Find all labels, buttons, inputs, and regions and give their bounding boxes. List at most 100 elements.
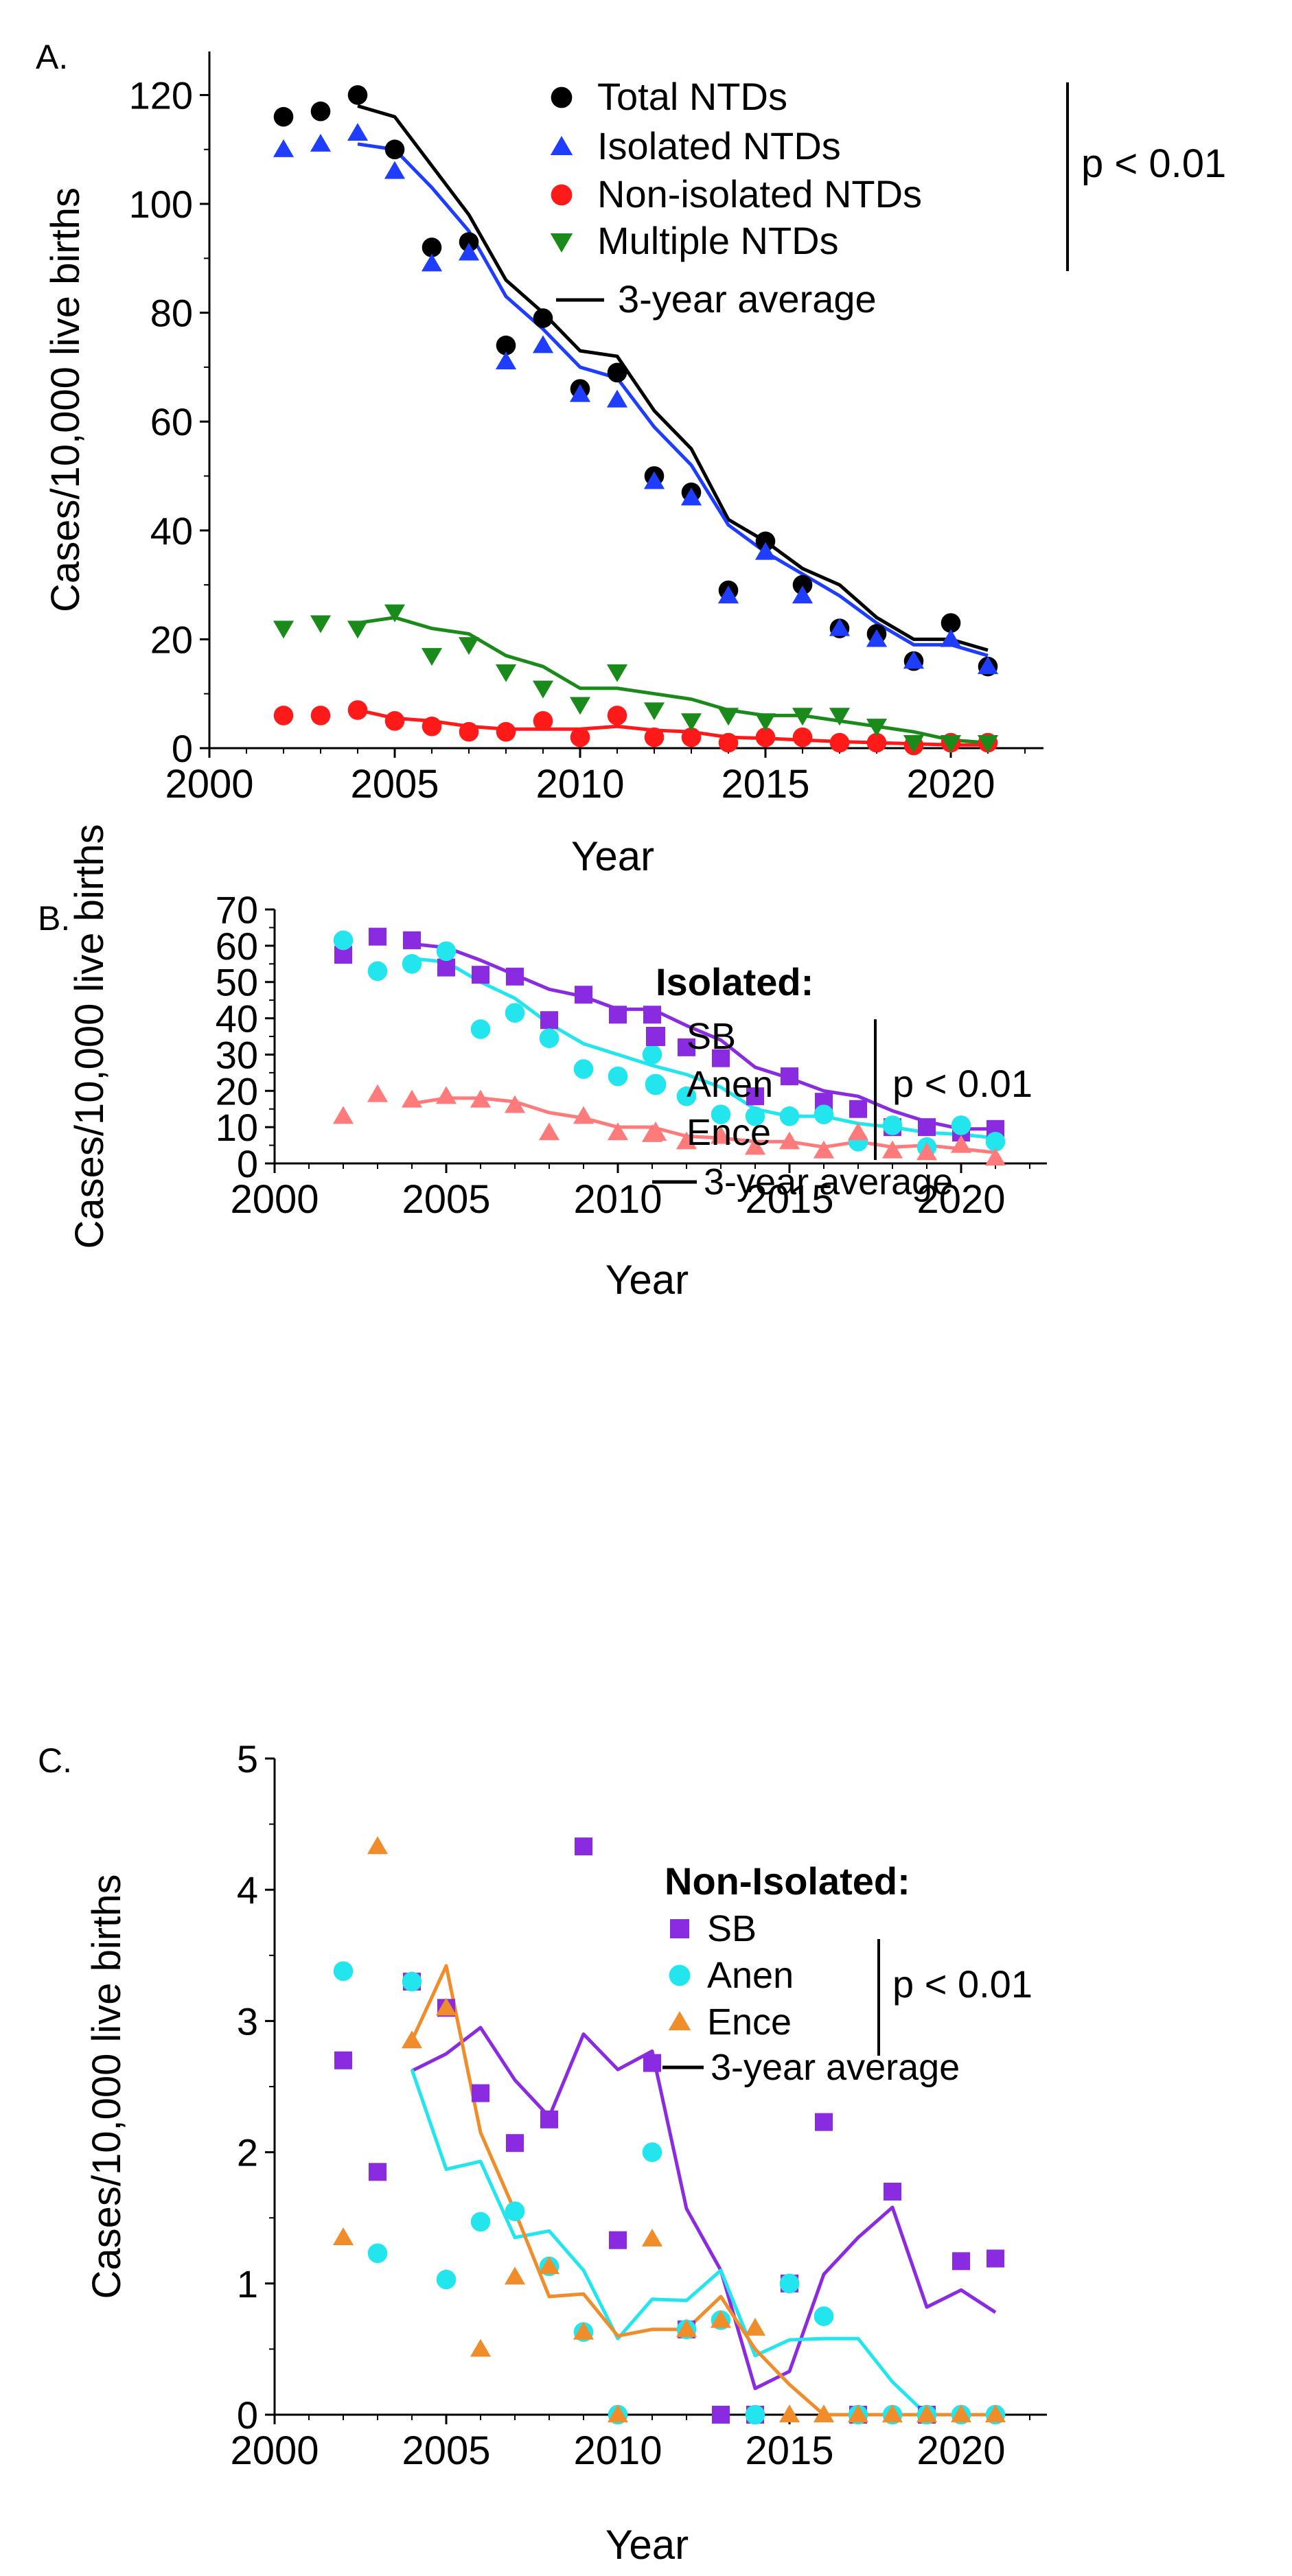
x-tick-label: 2000 [165,762,253,807]
data-point-sb [575,986,592,1004]
data-point-multiple-ntds [717,708,739,726]
data-point-ence [470,1089,492,1108]
data-point-ence [435,1997,457,2016]
data-point-sb [712,2406,730,2424]
legend-title: Non-Isolated: [665,1859,910,1903]
y-tick-label: 80 [150,292,193,335]
data-point-ence [710,2310,732,2328]
legend-entry-label: SB [707,1908,757,1949]
data-point-ence [641,2228,663,2247]
data-point-isolated-ntds [680,487,702,506]
data-point-isolated-ntds [829,618,851,636]
data-point-ence [607,2404,629,2423]
data-point-anen [402,953,422,974]
data-point-isolated-ntds [717,585,739,604]
x-tick-label: 2015 [745,1177,833,1222]
y-tick-label: 5 [237,1737,258,1780]
x-axis-label: Year [605,1257,689,1303]
data-point-anen [436,941,457,962]
data-point-anen [367,961,388,982]
data-point-anen [505,1003,525,1023]
data-point-multiple-ntds [792,708,814,726]
y-tick-label: 20 [216,1069,258,1113]
chart-panel-a: A. 0 20 40 60 80 100 120 2000 2005 2010 2015 2020 Yea… [36,38,1226,879]
data-point-non-isolated-ntds [718,732,739,753]
data-point-ence [950,1135,972,1153]
data-point-multiple-ntds [532,680,554,699]
data-point-ence [367,1084,389,1102]
y-tick-label: 40 [216,997,258,1041]
data-point-ence [881,2404,903,2423]
data-point-sb [849,1100,867,1118]
data-point-sb [437,958,455,977]
data-point-ence [504,1095,526,1113]
data-point-sb [952,2252,970,2271]
legend: Total NTDs Isolated NTDs Non-isolated NTDs… [550,75,1226,321]
data-point-non-isolated-ntds [570,727,590,747]
legend-marker [550,136,573,155]
data-point-total-ntds [496,335,516,356]
average-line-ence [410,1964,995,2417]
panel-label: A. [36,38,68,76]
data-point-anen [745,2404,765,2425]
data-point-anen [814,2306,834,2326]
data-point-isolated-ntds [606,389,628,408]
data-point-ence [778,2404,800,2423]
data-point-sb [815,2113,833,2131]
data-point-isolated-ntds [495,351,517,370]
data-point-sb [643,2054,661,2072]
data-point-isolated-ntds [792,585,814,604]
legend-entry-label: Ence [707,2001,792,2043]
data-point-sb [918,1118,936,1137]
y-tick-label: 0 [237,2393,258,2437]
data-point-multiple-ntds [829,708,851,726]
data-point-anen [779,2273,800,2294]
data-point-multiple-ntds [458,637,480,655]
y-axis-label: Cases/10,000 live births [43,187,88,612]
data-point-total-ntds [347,85,368,105]
data-point-sb [369,927,387,946]
data-point-multiple-ntds [273,620,295,639]
data-point-isolated-ntds [421,253,443,272]
data-point-anen [642,2142,662,2162]
legend-marker [669,1964,691,1986]
data-point-anen [711,1104,731,1124]
legend-marker [668,2011,691,2030]
data-point-isolated-ntds [569,384,591,402]
data-point-isolated-ntds [643,471,665,489]
x-tick-label: 2020 [916,1177,1005,1222]
legend-entry-label: SB [687,1016,736,1057]
data-point-multiple-ntds [384,604,406,623]
x-tick-label: 2005 [350,762,439,807]
y-tick-label: 10 [216,1106,258,1149]
data-point-multiple-ntds [495,664,517,682]
data-point-isolated-ntds [866,629,888,647]
data-point-non-isolated-ntds [533,711,553,731]
x-tick-label: 2010 [573,1177,662,1222]
data-point-multiple-ntds [680,713,702,732]
x-tick-label: 2010 [573,2428,662,2473]
data-point-isolated-ntds [977,656,999,675]
data-point-isolated-ntds [458,242,480,261]
data-point-isolated-ntds [532,335,554,353]
legend-marker [551,184,573,206]
data-point-anen [470,1019,491,1039]
y-tick-label: 1 [237,2262,258,2306]
data-point-isolated-ntds [754,542,776,560]
legend-average-label: 3-year average [711,2047,960,2088]
data-point-isolated-ntds [940,629,962,647]
data-point-isolated-ntds [273,139,295,157]
data-point-isolated-ntds [310,133,332,152]
data-point-non-isolated-ntds [607,706,627,726]
data-point-multiple-ntds [754,713,776,732]
data-point-ence [881,1140,903,1159]
legend-entry-label: Multiple NTDs [597,219,839,262]
data-point-multiple-ntds [903,734,925,753]
data-point-ence [504,2266,526,2285]
x-tick-label: 2010 [535,762,624,807]
x-tick-label: 2015 [721,762,809,807]
y-axis-label: Cases/10,000 live births [67,824,112,1249]
x-tick-label: 2020 [906,762,995,807]
